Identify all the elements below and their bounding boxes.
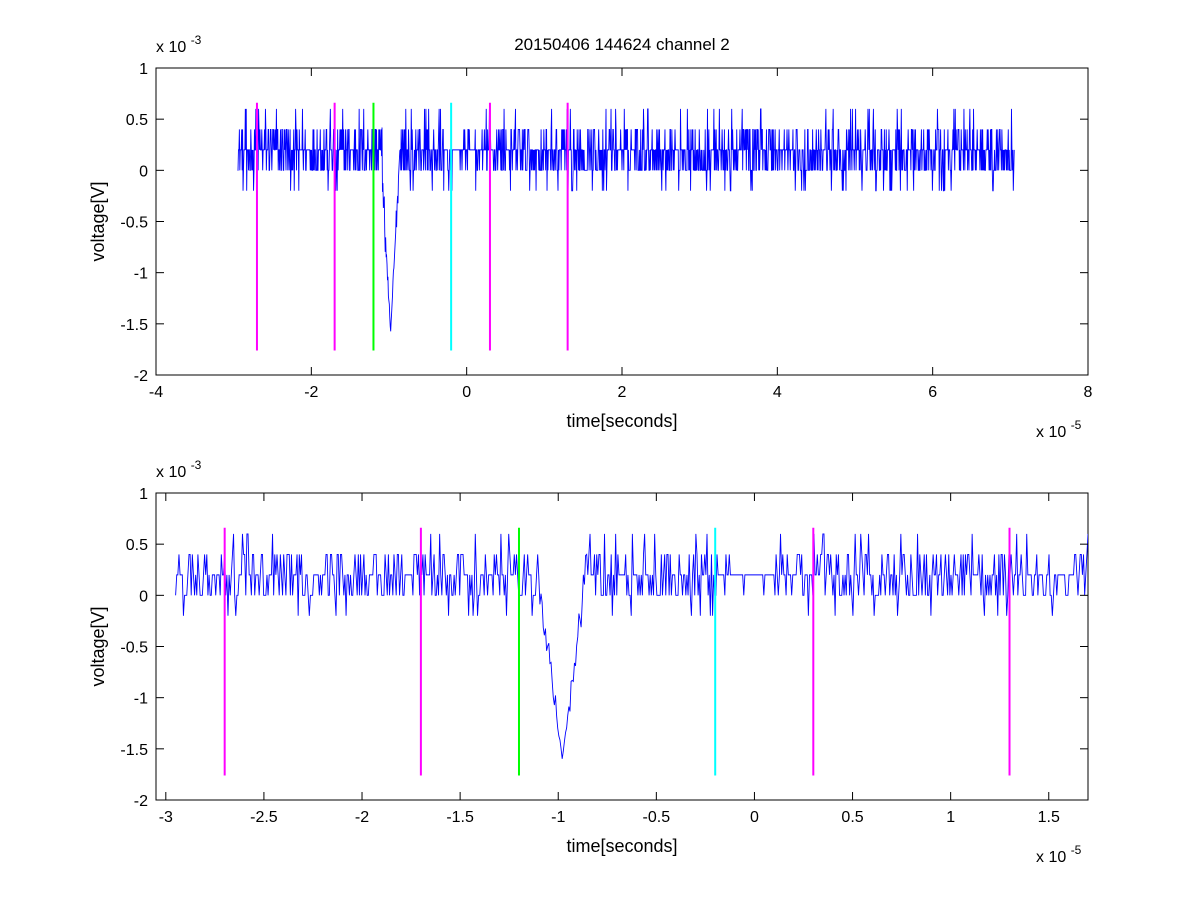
y-axis-label: voltage[V]: [88, 181, 108, 261]
y-tick-label: -1.5: [120, 742, 148, 759]
y-tick-label: -2: [134, 368, 148, 385]
axes-box: [155, 67, 1089, 376]
y-tick-label: 0: [139, 588, 148, 605]
y-tick-label: -2: [134, 793, 148, 810]
y-tick-label: -1: [134, 691, 148, 708]
signal-trace: [175, 533, 1088, 759]
x-tick-label: 0.5: [841, 809, 863, 826]
x-axis-label: time[seconds]: [566, 411, 677, 431]
x-tick-label: -4: [149, 384, 163, 401]
x-tick-label: -1.5: [446, 809, 474, 826]
x-tick-label: 0: [462, 384, 471, 401]
x-tick-label: -2.5: [250, 809, 278, 826]
x-tick-label: -0.5: [643, 809, 671, 826]
x-exponent-label: x 10 -5: [1036, 843, 1082, 866]
bottom-plot: -3 -2.5 -2 -1.5 -1 -0.5 0 0.5 1 1.5 -2 -1.5 -1 -0.5 0 0…: [88, 458, 1089, 866]
x-tick-label: -3: [159, 809, 173, 826]
x-axis-label: time[seconds]: [566, 836, 677, 856]
y-tick-label: 1: [139, 486, 148, 503]
x-tick-label: -2: [304, 384, 318, 401]
top-plot: -4 -2 0 2 4 6 8-2-1.5-1-0.500.51x 10 -3x 10 -5…: [88, 33, 1093, 441]
chart-title: 20150406 144624 channel 2: [514, 35, 730, 54]
x-tick-label: 1.5: [1038, 809, 1060, 826]
x-tick-label: 0: [750, 809, 759, 826]
y-tick-label: -0.5: [120, 640, 148, 657]
x-tick-label: 8: [1084, 384, 1093, 401]
y-exponent-label: x 10 -3: [156, 33, 202, 56]
signal-trace: [237, 108, 1015, 332]
x-tick-label: -1: [551, 809, 565, 826]
y-tick-label: -0.5: [120, 215, 148, 232]
y-exponent-label: x 10 -3: [156, 458, 202, 481]
x-tick-label: 4: [773, 384, 782, 401]
x-exponent-label: x 10 -5: [1036, 418, 1082, 441]
y-axis-label: voltage[V]: [88, 606, 108, 686]
y-tick-label: 0: [139, 163, 148, 180]
y-tick-label: 0.5: [126, 537, 148, 554]
y-tick-label: -1.5: [120, 317, 148, 334]
x-tick-label: 6: [928, 384, 937, 401]
x-tick-label: 2: [618, 384, 627, 401]
y-tick-label: 0.5: [126, 112, 148, 129]
x-tick-label: 1: [946, 809, 955, 826]
x-tick-label: -2: [355, 809, 369, 826]
y-tick-label: 1: [139, 61, 148, 78]
axes-box: [155, 492, 1089, 801]
y-tick-label: -1: [134, 266, 148, 283]
